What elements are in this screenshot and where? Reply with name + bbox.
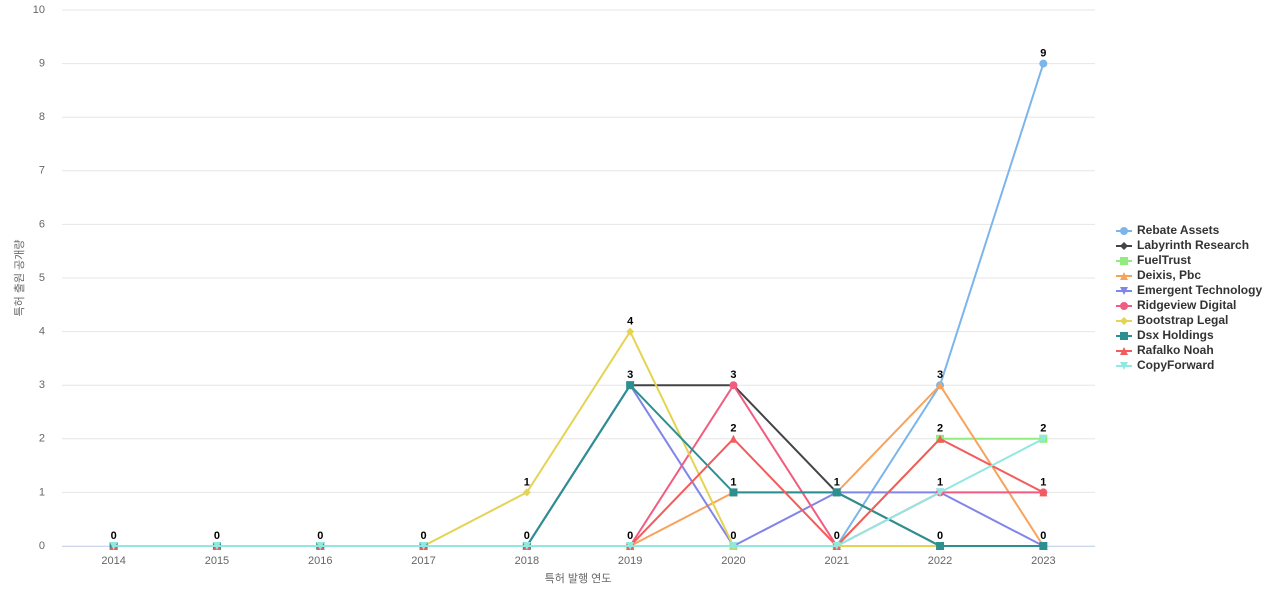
legend-label: CopyForward (1137, 358, 1214, 372)
marker (626, 381, 635, 390)
data-label: 3 (937, 369, 943, 381)
marker (1120, 287, 1128, 295)
x-tick-label: 2018 (515, 555, 539, 567)
line (113, 63, 1045, 547)
y-axis-title: 특허 출원 공개량 (13, 240, 26, 317)
marker (832, 542, 841, 550)
marker (419, 542, 428, 550)
legend-label: Emergent Technology (1137, 283, 1262, 297)
marker (1120, 257, 1128, 265)
x-tick-label: 2021 (825, 555, 849, 567)
data-label: 0 (524, 530, 530, 542)
marker (212, 542, 221, 550)
legend-label: Labyrinth Research (1137, 238, 1249, 252)
marker (1120, 362, 1128, 370)
data-label: 1 (1040, 476, 1046, 488)
data-label: 0 (111, 530, 117, 542)
marker (316, 542, 325, 550)
marker (1039, 59, 1048, 68)
x-tick-label: 2022 (928, 555, 952, 567)
line (113, 437, 1044, 547)
series (109, 434, 1048, 550)
data-label: 2 (937, 423, 943, 435)
marker (109, 542, 118, 550)
data-label: 4 (627, 316, 634, 328)
x-tick-label: 2019 (618, 555, 642, 567)
y-tick-label: 6 (39, 218, 45, 230)
marker (832, 488, 841, 497)
data-label: 1 (834, 476, 840, 488)
y-tick-label: 4 (39, 326, 45, 338)
marker (729, 542, 738, 550)
marker (936, 542, 945, 550)
marker (1120, 302, 1128, 310)
marker (626, 327, 635, 336)
y-tick-label: 10 (33, 4, 45, 16)
marker (729, 381, 738, 390)
data-label: 0 (420, 530, 426, 542)
y-tick-label: 5 (39, 272, 45, 284)
data-label: 1 (730, 476, 736, 488)
data-label: 2 (1040, 423, 1046, 435)
marker (936, 381, 945, 390)
data-label: 0 (730, 530, 736, 542)
x-tick-label: 2023 (1031, 555, 1055, 567)
marker (1120, 227, 1128, 235)
data-label: 0 (214, 530, 220, 542)
y-tick-label: 2 (39, 433, 45, 445)
marker (1039, 542, 1048, 550)
y-tick-label: 0 (39, 540, 45, 552)
legend-label: FuelTrust (1137, 253, 1191, 267)
data-label: 0 (627, 530, 633, 542)
data-label: 1 (937, 476, 943, 488)
data-label: 0 (317, 530, 323, 542)
marker (522, 542, 531, 550)
y-tick-label: 7 (39, 165, 45, 177)
legend-label: Rebate Assets (1137, 223, 1220, 237)
marker (1039, 488, 1048, 497)
y-tick-label: 8 (39, 111, 45, 123)
marker (1120, 332, 1128, 340)
data-label: 3 (627, 369, 633, 381)
data-label: 3 (730, 369, 736, 381)
x-tick-label: 2020 (721, 555, 745, 567)
marker (1120, 317, 1128, 325)
x-tick-label: 2014 (101, 555, 125, 567)
marker (1120, 242, 1128, 250)
data-label: 1 (524, 476, 530, 488)
marker (936, 488, 945, 497)
marker (1120, 347, 1128, 355)
line (113, 383, 1044, 547)
legend-label: Deixis, Pbc (1137, 268, 1201, 282)
y-tick-label: 3 (39, 379, 45, 391)
marker (1039, 434, 1048, 443)
y-tick-label: 1 (39, 486, 45, 498)
legend-label: Rafalko Noah (1137, 343, 1214, 357)
legend-label: Ridgeview Digital (1137, 298, 1236, 312)
marker (729, 434, 738, 443)
legend-label: Bootstrap Legal (1137, 313, 1228, 327)
marker (522, 488, 531, 497)
data-label: 0 (834, 530, 840, 542)
x-axis-title: 특허 발행 연도 (545, 572, 612, 585)
marker (1120, 272, 1128, 280)
x-tick-label: 2015 (205, 555, 229, 567)
data-label: 0 (1040, 530, 1046, 542)
data-label: 2 (730, 423, 736, 435)
series (109, 59, 1048, 550)
legend-label: Dsx Holdings (1137, 328, 1214, 342)
marker (729, 488, 738, 497)
x-tick-label: 2016 (308, 555, 332, 567)
x-tick-label: 2017 (411, 555, 435, 567)
marker (936, 434, 945, 443)
y-tick-label: 9 (39, 58, 45, 70)
series (109, 381, 1048, 550)
data-label: 9 (1040, 48, 1046, 60)
marker (626, 542, 635, 550)
data-label: 0 (937, 530, 943, 542)
